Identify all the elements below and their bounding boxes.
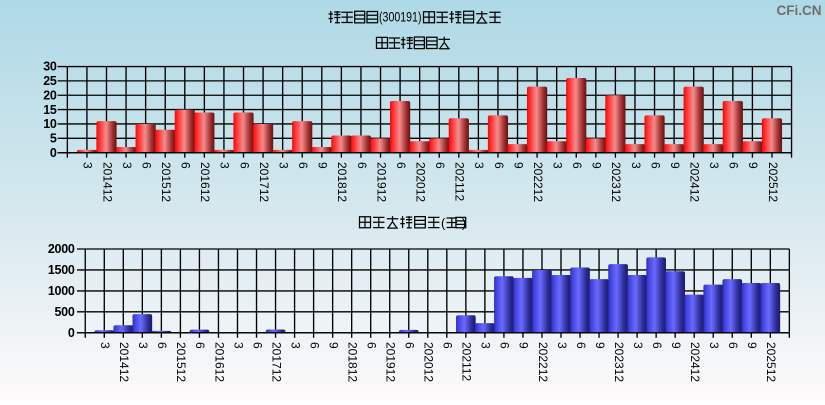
svg-text:202212: 202212 <box>531 162 545 202</box>
svg-text:10: 10 <box>43 117 57 131</box>
svg-text:6: 6 <box>727 162 741 169</box>
svg-text:3: 3 <box>231 342 245 349</box>
svg-text:(: ( <box>441 216 446 231</box>
svg-text:6: 6 <box>139 162 153 169</box>
svg-text:202012: 202012 <box>413 162 427 202</box>
svg-text:CFi.CN: CFi.CN <box>777 3 822 18</box>
svg-text:9: 9 <box>593 342 607 349</box>
svg-text:202112: 202112 <box>453 162 467 201</box>
svg-text:3: 3 <box>218 162 232 169</box>
svg-text:2000: 2000 <box>48 242 75 256</box>
svg-text:3: 3 <box>479 342 493 349</box>
svg-text:3: 3 <box>707 342 721 349</box>
svg-text:6: 6 <box>155 342 169 349</box>
svg-text:6: 6 <box>726 342 740 349</box>
svg-text:202012: 202012 <box>422 342 436 382</box>
svg-text:): ) <box>462 216 466 231</box>
svg-text:6: 6 <box>403 342 417 349</box>
svg-text:6: 6 <box>574 342 588 349</box>
svg-text:202512: 202512 <box>764 342 778 382</box>
svg-text:3: 3 <box>631 342 645 349</box>
svg-text:3: 3 <box>276 162 290 169</box>
svg-text:9: 9 <box>517 342 531 349</box>
svg-text:6: 6 <box>193 342 207 349</box>
svg-text:9: 9 <box>511 162 525 169</box>
svg-text:9: 9 <box>669 342 683 349</box>
svg-text:25: 25 <box>43 74 57 88</box>
svg-text:202512: 202512 <box>766 162 780 202</box>
svg-text:202412: 202412 <box>687 162 701 202</box>
svg-text:201612: 201612 <box>212 342 226 382</box>
svg-text:6: 6 <box>441 342 455 349</box>
svg-text:201912: 201912 <box>384 342 398 382</box>
svg-text:201812: 201812 <box>345 342 359 382</box>
svg-text:201412: 201412 <box>117 342 131 382</box>
svg-text:30: 30 <box>43 60 57 74</box>
svg-text:9: 9 <box>668 162 682 169</box>
svg-text:3: 3 <box>98 342 112 349</box>
svg-text:15: 15 <box>43 103 57 117</box>
svg-text:3: 3 <box>136 342 150 349</box>
svg-text:3: 3 <box>472 162 486 169</box>
svg-text:202212: 202212 <box>536 342 550 382</box>
svg-text:201712: 201712 <box>269 342 283 382</box>
svg-text:201512: 201512 <box>159 162 173 202</box>
svg-text:202112: 202112 <box>460 342 474 381</box>
svg-text:6: 6 <box>355 162 369 169</box>
svg-text:6: 6 <box>307 342 321 349</box>
svg-text:6: 6 <box>296 162 310 169</box>
svg-text:6: 6 <box>179 162 193 169</box>
svg-text:202412: 202412 <box>688 342 702 382</box>
svg-text:201712: 201712 <box>257 162 271 202</box>
svg-text:5: 5 <box>50 132 57 146</box>
svg-text:201512: 201512 <box>174 342 188 382</box>
svg-text:3: 3 <box>629 162 643 169</box>
svg-text:1000: 1000 <box>48 284 75 298</box>
svg-text:202312: 202312 <box>612 342 626 382</box>
svg-text:6: 6 <box>648 162 662 169</box>
svg-text:9: 9 <box>590 162 604 169</box>
svg-text:(300191): (300191) <box>379 9 422 25</box>
svg-text:3: 3 <box>707 162 721 169</box>
svg-text:6: 6 <box>250 342 264 349</box>
svg-text:9: 9 <box>316 162 330 169</box>
svg-text:3: 3 <box>288 342 302 349</box>
svg-text:201912: 201912 <box>374 162 388 202</box>
svg-text:6: 6 <box>433 162 447 169</box>
svg-text:6: 6 <box>498 342 512 349</box>
svg-text:201612: 201612 <box>198 162 212 202</box>
svg-text:0: 0 <box>68 326 75 340</box>
svg-text:201412: 201412 <box>100 162 114 202</box>
svg-text:3: 3 <box>550 162 564 169</box>
svg-text:6: 6 <box>365 342 379 349</box>
svg-text:9: 9 <box>746 162 760 169</box>
svg-text:9: 9 <box>745 342 759 349</box>
svg-text:201812: 201812 <box>335 162 349 202</box>
svg-text:6: 6 <box>237 162 251 169</box>
svg-text:6: 6 <box>650 342 664 349</box>
svg-text:1500: 1500 <box>48 263 75 277</box>
svg-text:20: 20 <box>43 88 57 102</box>
svg-text:0: 0 <box>50 146 57 160</box>
svg-text:6: 6 <box>492 162 506 169</box>
svg-text:3: 3 <box>555 342 569 349</box>
svg-text:6: 6 <box>570 162 584 169</box>
svg-text:202312: 202312 <box>609 162 623 202</box>
svg-text:3: 3 <box>81 162 95 169</box>
svg-text:9: 9 <box>326 342 340 349</box>
svg-text:3: 3 <box>120 162 134 169</box>
svg-text:500: 500 <box>55 305 75 319</box>
svg-text:6: 6 <box>394 162 408 169</box>
